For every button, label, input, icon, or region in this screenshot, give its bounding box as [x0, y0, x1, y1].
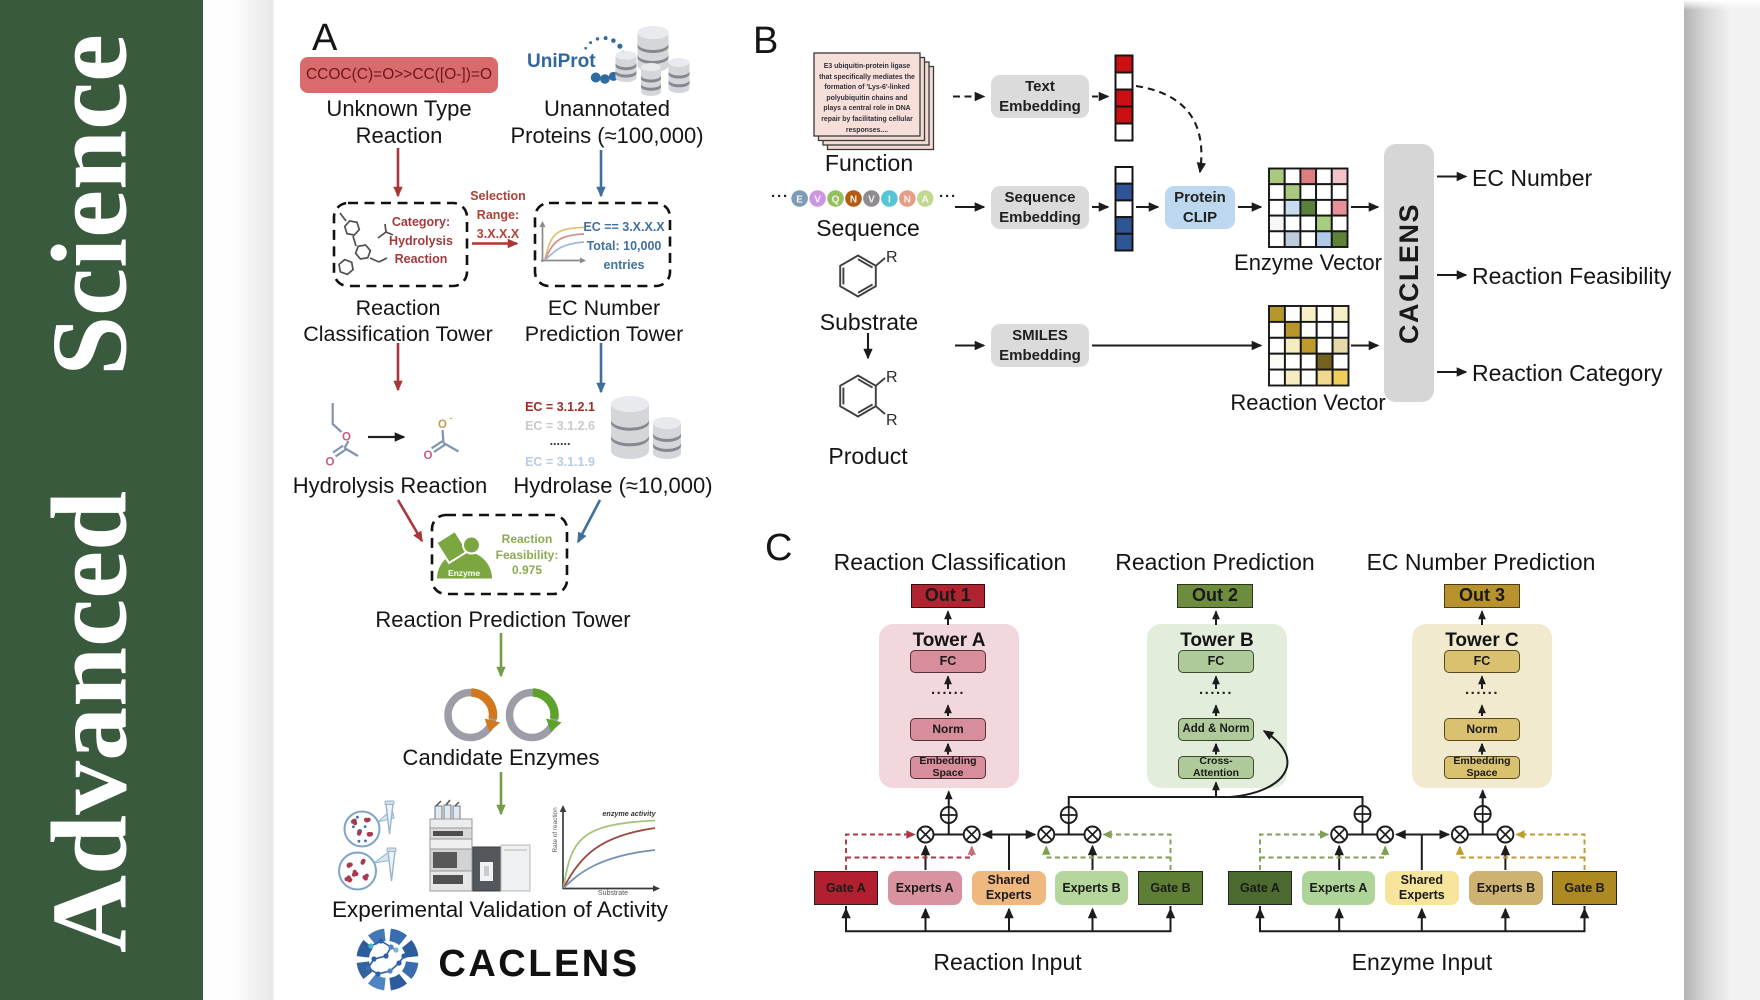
svg-text:O: O [438, 419, 447, 431]
svg-text:N: N [850, 194, 857, 205]
svg-text:O: O [342, 432, 351, 444]
svg-text:R: R [886, 249, 898, 266]
svg-text:A: A [922, 194, 929, 205]
svg-text:O: O [424, 450, 433, 462]
svg-text:Q: Q [832, 194, 840, 205]
svg-text:N: N [904, 194, 911, 205]
svg-text:R: R [886, 369, 898, 386]
svg-text:UniProt: UniProt [527, 51, 596, 72]
svg-text:R: R [886, 412, 898, 429]
svg-text:V: V [814, 194, 821, 205]
svg-text:-: - [450, 413, 453, 423]
svg-text:Enzyme: Enzyme [448, 568, 480, 578]
svg-text:O: O [326, 457, 335, 469]
svg-text:V: V [868, 194, 875, 205]
svg-text:E: E [796, 194, 803, 205]
svg-text:I: I [888, 194, 891, 205]
